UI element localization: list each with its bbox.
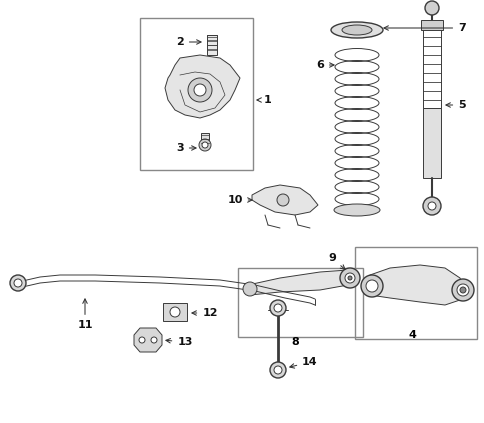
Circle shape (170, 307, 180, 317)
Circle shape (151, 337, 157, 343)
Circle shape (201, 142, 208, 148)
Circle shape (139, 337, 145, 343)
Text: 8: 8 (290, 337, 298, 347)
Circle shape (194, 84, 206, 96)
Ellipse shape (330, 22, 382, 38)
Text: 14: 14 (289, 357, 317, 368)
Circle shape (276, 194, 288, 206)
Bar (200, 133, 209, 145)
Bar (207, 35, 216, 55)
Bar (238, 268, 362, 337)
Circle shape (422, 197, 440, 215)
Circle shape (459, 287, 465, 293)
Text: 2: 2 (176, 37, 201, 47)
Bar (420, 20, 442, 30)
Circle shape (198, 139, 211, 151)
Polygon shape (364, 265, 464, 305)
Circle shape (348, 276, 351, 280)
Circle shape (427, 202, 435, 210)
Text: 9: 9 (327, 253, 344, 269)
Circle shape (339, 268, 359, 288)
Circle shape (14, 279, 22, 287)
Text: 11: 11 (77, 299, 92, 330)
Circle shape (273, 304, 281, 312)
Text: 13: 13 (166, 337, 192, 347)
Text: 7: 7 (383, 23, 465, 33)
Bar (163, 303, 187, 321)
Circle shape (188, 78, 212, 102)
Text: 3: 3 (176, 143, 196, 153)
Circle shape (242, 282, 257, 296)
Bar (354, 247, 476, 339)
Bar (422, 28, 440, 108)
Circle shape (270, 300, 286, 316)
Bar (140, 18, 253, 170)
Text: 12: 12 (192, 308, 217, 318)
Circle shape (10, 275, 26, 291)
Text: 5: 5 (445, 100, 465, 110)
Circle shape (451, 279, 473, 301)
Text: 4: 4 (407, 330, 415, 340)
Polygon shape (252, 185, 318, 215)
Ellipse shape (341, 25, 371, 35)
Text: 6: 6 (316, 60, 333, 70)
Ellipse shape (333, 204, 379, 216)
Polygon shape (165, 55, 240, 118)
Bar (422, 108, 440, 178)
Polygon shape (247, 270, 351, 295)
Text: 10: 10 (227, 195, 252, 205)
Circle shape (270, 362, 286, 378)
Circle shape (424, 1, 438, 15)
Text: 1: 1 (257, 95, 272, 105)
Circle shape (344, 273, 354, 283)
Polygon shape (134, 328, 162, 352)
Circle shape (365, 280, 377, 292)
Circle shape (456, 284, 468, 296)
Circle shape (360, 275, 382, 297)
Circle shape (273, 366, 281, 374)
